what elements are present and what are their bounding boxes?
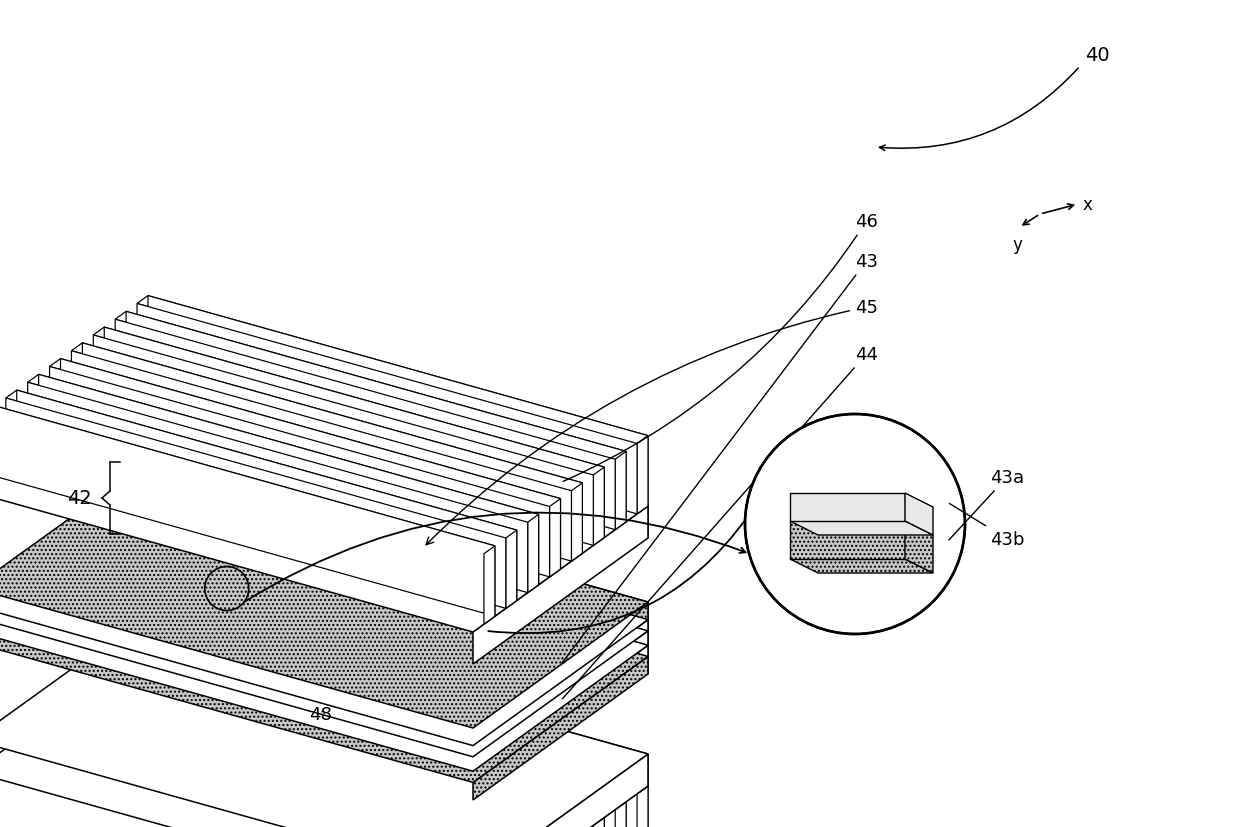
- Polygon shape: [27, 796, 538, 827]
- Text: 43a: 43a: [949, 468, 1024, 540]
- Polygon shape: [50, 359, 560, 507]
- Polygon shape: [38, 375, 538, 585]
- Polygon shape: [593, 467, 604, 546]
- Polygon shape: [472, 657, 649, 800]
- Polygon shape: [93, 327, 604, 476]
- Polygon shape: [637, 436, 649, 514]
- Polygon shape: [72, 343, 583, 491]
- Polygon shape: [472, 506, 649, 664]
- Polygon shape: [615, 802, 626, 827]
- Polygon shape: [17, 741, 517, 827]
- Polygon shape: [905, 521, 932, 573]
- Polygon shape: [0, 462, 649, 728]
- Polygon shape: [50, 780, 560, 827]
- Polygon shape: [115, 312, 626, 460]
- Polygon shape: [115, 320, 615, 530]
- Polygon shape: [6, 399, 506, 609]
- Polygon shape: [572, 483, 583, 562]
- Circle shape: [745, 414, 965, 634]
- Polygon shape: [484, 546, 495, 624]
- Polygon shape: [148, 296, 649, 506]
- Polygon shape: [17, 390, 517, 600]
- Text: 40: 40: [1085, 45, 1110, 65]
- Polygon shape: [472, 620, 649, 757]
- Polygon shape: [0, 406, 495, 616]
- Text: 46: 46: [563, 213, 878, 482]
- Polygon shape: [148, 366, 649, 538]
- Polygon shape: [61, 709, 560, 827]
- Polygon shape: [148, 491, 649, 645]
- Polygon shape: [593, 818, 604, 827]
- Polygon shape: [472, 754, 649, 827]
- Polygon shape: [637, 786, 649, 827]
- Polygon shape: [27, 383, 528, 593]
- Polygon shape: [0, 505, 649, 772]
- Polygon shape: [148, 646, 649, 827]
- Polygon shape: [104, 677, 604, 827]
- Polygon shape: [82, 693, 583, 827]
- Polygon shape: [138, 716, 649, 827]
- Polygon shape: [528, 514, 538, 593]
- Text: 43: 43: [562, 253, 878, 663]
- Polygon shape: [148, 462, 649, 620]
- Text: y: y: [1012, 236, 1022, 254]
- Text: 48: 48: [309, 705, 331, 723]
- Polygon shape: [148, 505, 649, 657]
- Polygon shape: [72, 351, 572, 562]
- Text: 45: 45: [427, 299, 878, 545]
- Polygon shape: [549, 499, 560, 577]
- Polygon shape: [104, 327, 604, 538]
- Polygon shape: [0, 491, 649, 757]
- Polygon shape: [790, 494, 905, 521]
- Text: 42: 42: [67, 489, 92, 508]
- Polygon shape: [790, 559, 932, 573]
- Polygon shape: [148, 517, 649, 674]
- Polygon shape: [472, 645, 649, 782]
- Polygon shape: [0, 366, 649, 632]
- Polygon shape: [93, 748, 604, 827]
- Polygon shape: [6, 390, 517, 538]
- Polygon shape: [138, 296, 649, 444]
- Polygon shape: [0, 517, 649, 782]
- Polygon shape: [790, 521, 932, 535]
- Polygon shape: [82, 343, 583, 553]
- Polygon shape: [93, 336, 593, 546]
- Polygon shape: [506, 530, 517, 609]
- Polygon shape: [148, 614, 649, 786]
- Text: 44: 44: [562, 346, 878, 699]
- Polygon shape: [148, 480, 649, 631]
- Text: 43b: 43b: [950, 504, 1024, 548]
- Polygon shape: [0, 614, 649, 827]
- Polygon shape: [6, 811, 517, 827]
- Polygon shape: [126, 662, 626, 827]
- Polygon shape: [61, 359, 560, 569]
- Text: x: x: [1083, 196, 1092, 213]
- Polygon shape: [615, 452, 626, 530]
- Polygon shape: [0, 757, 495, 827]
- Polygon shape: [138, 304, 637, 514]
- Polygon shape: [472, 602, 649, 746]
- Polygon shape: [905, 494, 932, 535]
- Polygon shape: [472, 631, 649, 772]
- Polygon shape: [0, 406, 495, 554]
- Polygon shape: [115, 732, 626, 827]
- Polygon shape: [790, 521, 905, 559]
- Polygon shape: [0, 480, 649, 746]
- Polygon shape: [27, 375, 538, 523]
- Polygon shape: [38, 725, 538, 827]
- Polygon shape: [126, 312, 626, 522]
- Polygon shape: [72, 763, 583, 827]
- Polygon shape: [50, 367, 549, 577]
- Polygon shape: [0, 646, 649, 827]
